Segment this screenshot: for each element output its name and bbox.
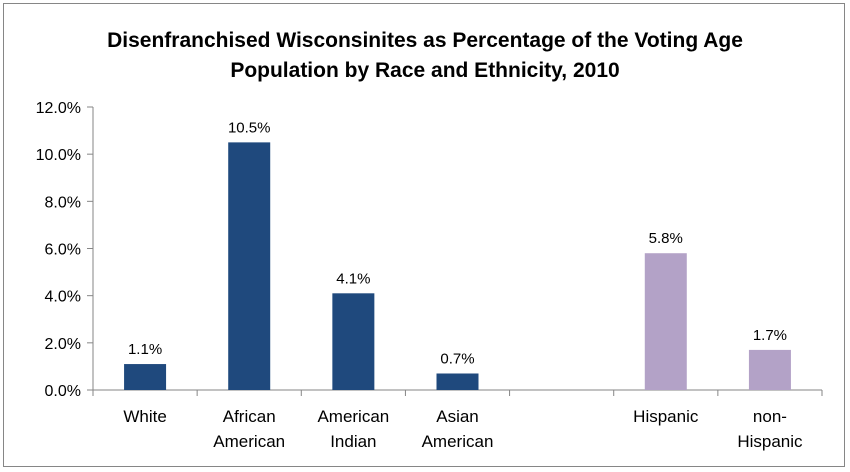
data-label: 5.8%	[649, 230, 683, 247]
x-category-label: American	[317, 407, 389, 426]
x-category-label: Indian	[330, 432, 376, 451]
x-category-label: African	[223, 407, 276, 426]
bar	[124, 364, 167, 390]
x-category-label: Hispanic	[633, 407, 699, 426]
chart-data-labels: 1.1% 10.5% 4.1% 0.7% 5.8% 1.7%	[128, 119, 787, 367]
y-tick-label: 10.0%	[36, 147, 81, 164]
y-tick-label: 2.0%	[45, 336, 81, 353]
chart-category-labels: White African American American Indian Asian A…	[123, 407, 803, 451]
data-label: 10.5%	[228, 119, 271, 136]
bar	[644, 253, 687, 390]
chart-axes: 0.0% 2.0% 4.0% 6.0% 8.0% 10.0% 12.0%	[36, 100, 823, 400]
data-label: 4.1%	[336, 270, 370, 287]
chart-bars	[124, 142, 791, 390]
y-tick-label: 6.0%	[45, 242, 81, 259]
chart-title-line: Disenfranchised Wisconsinites as Percent…	[107, 29, 743, 52]
y-tick-label: 8.0%	[45, 194, 81, 211]
data-label: 1.1%	[128, 341, 162, 358]
bar	[228, 142, 271, 390]
x-category-label: White	[123, 407, 166, 426]
x-category-label: American	[213, 432, 285, 451]
bar	[748, 349, 791, 390]
chart-title-line: Population by Race and Ethnicity, 2010	[230, 59, 619, 82]
y-tick-label: 4.0%	[45, 289, 81, 306]
bar	[436, 373, 479, 390]
x-category-label: American	[422, 432, 494, 451]
y-tick-label: 12.0%	[36, 100, 81, 117]
data-label: 0.7%	[440, 350, 474, 367]
x-category-label: Hispanic	[737, 432, 803, 451]
x-category-label: non-	[753, 407, 787, 426]
data-label: 1.7%	[753, 327, 787, 344]
x-category-label: Asian	[436, 407, 479, 426]
y-tick-label: 0.0%	[45, 383, 81, 400]
bar	[332, 293, 375, 390]
chart-title: Disenfranchised Wisconsinites as Percent…	[107, 29, 743, 82]
